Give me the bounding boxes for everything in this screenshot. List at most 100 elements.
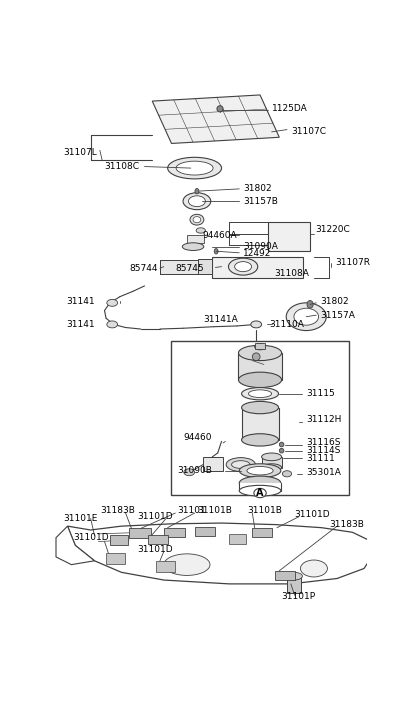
- Text: 31220C: 31220C: [315, 225, 350, 234]
- Bar: [255, 343, 265, 349]
- Ellipse shape: [242, 434, 279, 446]
- Bar: [212, 257, 303, 278]
- Bar: [229, 534, 246, 544]
- Ellipse shape: [262, 453, 282, 461]
- Ellipse shape: [231, 461, 250, 468]
- Ellipse shape: [193, 217, 201, 222]
- Bar: [129, 529, 151, 538]
- Text: 94460A: 94460A: [202, 230, 237, 240]
- Text: 94460: 94460: [183, 433, 211, 442]
- Text: 31101B: 31101B: [247, 506, 282, 515]
- Ellipse shape: [239, 464, 281, 478]
- Text: 31157A: 31157A: [320, 310, 355, 320]
- Text: 31802: 31802: [243, 185, 272, 193]
- Bar: [238, 353, 282, 379]
- Ellipse shape: [168, 157, 222, 179]
- Text: 12492: 12492: [243, 249, 272, 258]
- Bar: [262, 457, 282, 467]
- Ellipse shape: [195, 188, 199, 194]
- Text: 31107L: 31107L: [64, 148, 97, 157]
- Ellipse shape: [252, 353, 260, 361]
- Bar: [198, 259, 212, 274]
- Bar: [148, 534, 169, 544]
- Ellipse shape: [247, 467, 273, 475]
- Text: 31107C: 31107C: [291, 127, 326, 137]
- Ellipse shape: [286, 303, 326, 331]
- Bar: [106, 553, 124, 564]
- Bar: [268, 222, 310, 252]
- Text: 31141A: 31141A: [203, 316, 238, 324]
- Polygon shape: [152, 95, 279, 143]
- Text: 31108A: 31108A: [274, 269, 309, 278]
- Text: 31090B: 31090B: [178, 466, 213, 475]
- Bar: [242, 408, 279, 440]
- Text: 31141: 31141: [66, 320, 94, 329]
- Ellipse shape: [285, 572, 302, 580]
- Ellipse shape: [190, 214, 204, 225]
- Bar: [275, 571, 295, 580]
- Bar: [195, 527, 215, 536]
- Text: 31111: 31111: [306, 454, 335, 463]
- Ellipse shape: [255, 344, 265, 350]
- Polygon shape: [56, 526, 94, 565]
- Ellipse shape: [282, 470, 292, 477]
- Text: 31114S: 31114S: [306, 446, 341, 455]
- Ellipse shape: [307, 300, 313, 308]
- Text: 31141: 31141: [66, 297, 94, 306]
- Ellipse shape: [239, 486, 281, 496]
- Bar: [110, 535, 128, 545]
- Text: 31116S: 31116S: [306, 438, 341, 448]
- Text: 31101: 31101: [177, 506, 206, 515]
- Text: 31108C: 31108C: [105, 162, 139, 171]
- Ellipse shape: [196, 228, 205, 233]
- Text: 31115: 31115: [306, 389, 335, 398]
- Ellipse shape: [238, 345, 282, 361]
- Text: 31101B: 31101B: [197, 506, 232, 515]
- Ellipse shape: [239, 476, 281, 490]
- Text: A: A: [256, 488, 264, 498]
- Text: 31157B: 31157B: [243, 197, 278, 206]
- Text: 31802: 31802: [320, 297, 349, 306]
- Bar: [156, 561, 175, 571]
- Ellipse shape: [107, 300, 118, 306]
- Ellipse shape: [229, 258, 258, 275]
- Text: 31101E: 31101E: [64, 514, 98, 523]
- Ellipse shape: [249, 390, 272, 398]
- Text: 31090A: 31090A: [243, 242, 278, 251]
- Ellipse shape: [176, 161, 213, 175]
- Ellipse shape: [262, 464, 282, 472]
- Ellipse shape: [182, 243, 204, 251]
- Text: 31110A: 31110A: [269, 320, 304, 329]
- Text: 85745: 85745: [175, 264, 204, 273]
- Bar: [252, 528, 272, 537]
- Text: 31183B: 31183B: [100, 506, 135, 515]
- Text: 85744: 85744: [129, 264, 157, 273]
- Ellipse shape: [164, 554, 210, 575]
- Ellipse shape: [251, 321, 262, 328]
- Ellipse shape: [189, 196, 205, 206]
- Bar: [160, 260, 198, 274]
- Text: 31101D: 31101D: [74, 533, 109, 542]
- Bar: [171, 342, 348, 495]
- Text: 31107R: 31107R: [335, 258, 371, 268]
- Bar: [239, 483, 281, 491]
- Ellipse shape: [226, 457, 256, 472]
- Text: 31112H: 31112H: [306, 415, 342, 425]
- Ellipse shape: [294, 308, 319, 325]
- Text: 31101D: 31101D: [137, 545, 173, 554]
- Ellipse shape: [184, 469, 195, 475]
- Ellipse shape: [279, 449, 284, 453]
- Bar: [164, 528, 185, 537]
- Ellipse shape: [242, 401, 279, 414]
- Bar: [203, 457, 223, 470]
- Bar: [287, 577, 301, 593]
- Text: 31101P: 31101P: [281, 593, 315, 601]
- Ellipse shape: [242, 387, 279, 400]
- Text: 31101D: 31101D: [295, 510, 330, 519]
- Ellipse shape: [183, 193, 211, 209]
- Ellipse shape: [254, 489, 266, 498]
- Polygon shape: [67, 523, 372, 584]
- Ellipse shape: [235, 262, 252, 272]
- Ellipse shape: [217, 105, 223, 112]
- Ellipse shape: [279, 442, 284, 447]
